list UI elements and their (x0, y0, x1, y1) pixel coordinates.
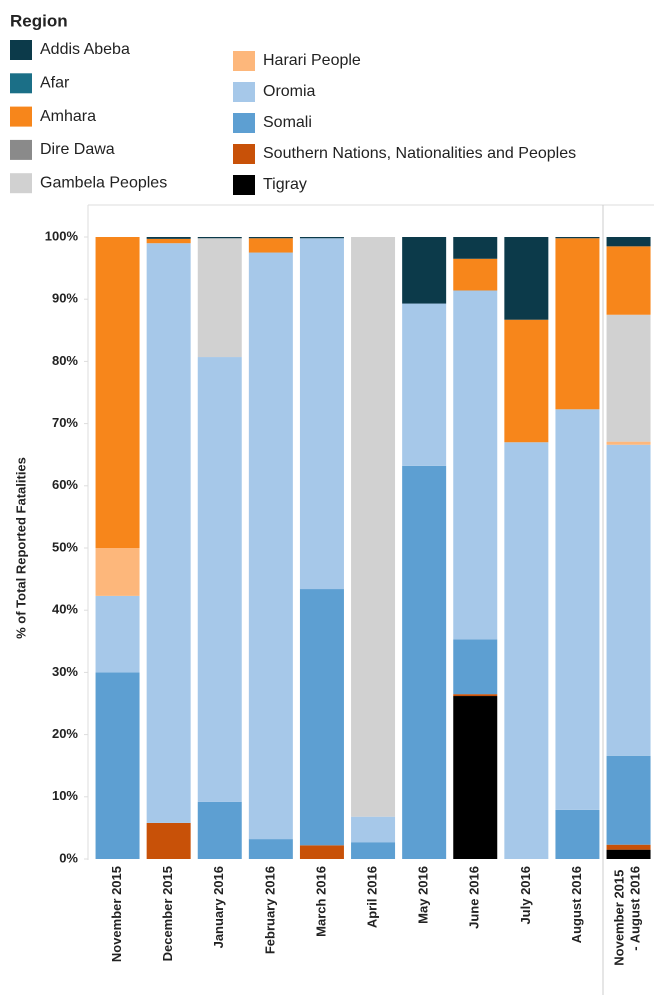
bar-segment (555, 238, 600, 410)
bar-segment (95, 237, 140, 548)
y-axis-label: % of Total Reported Fatalities (13, 457, 28, 639)
legend-label: Oromia (263, 83, 316, 100)
bar-segment (146, 243, 191, 823)
bar-segment (453, 290, 498, 640)
legend-label: Somali (263, 114, 312, 131)
bar-segment (402, 465, 447, 859)
bar-segment (606, 849, 651, 859)
bar-segment (606, 314, 651, 442)
legend-label: Southern Nations, Nationalities and Peop… (263, 145, 576, 162)
legend-label: Afar (40, 75, 70, 92)
legend-swatch (233, 113, 255, 133)
bar-segment (248, 238, 293, 253)
y-tick-label: 40% (52, 602, 78, 617)
legend-label: Tigray (263, 176, 307, 193)
bar-segment (351, 816, 396, 843)
bar-segment (248, 839, 293, 859)
x-tick-label: February 2016 (262, 866, 277, 954)
bar-segment (351, 842, 396, 859)
y-tick-label: 20% (52, 726, 78, 741)
legend-swatch (233, 144, 255, 164)
y-tick-label: 60% (52, 477, 78, 492)
bar-segment (453, 696, 498, 859)
legend-swatch (10, 106, 32, 127)
bar-segment (299, 845, 344, 859)
bar-segment (555, 809, 600, 859)
y-tick-label: 70% (52, 415, 78, 430)
x-tick-label: June 2016 (467, 866, 482, 929)
bar-segment (299, 237, 344, 239)
bar-segment (453, 639, 498, 695)
bar-segment (299, 238, 344, 590)
legend-title: Region (10, 11, 68, 30)
bar-segment (146, 822, 191, 859)
x-tick-label: December 2015 (160, 866, 175, 961)
bar-segment (95, 548, 140, 596)
legend-label: Addis Abeba (40, 41, 130, 58)
bar-segment (504, 237, 549, 320)
y-tick-label: 30% (52, 664, 78, 679)
bar-segment (95, 672, 140, 859)
bar-segment (606, 444, 651, 756)
y-tick-label: 100% (45, 228, 79, 243)
bar-segment (351, 237, 396, 817)
bar-segment (402, 303, 447, 466)
legend-label: Gambela Peoples (40, 174, 167, 191)
x-tick-label: January 2016 (211, 866, 226, 948)
bar-segment (606, 246, 651, 315)
y-tick-label: 10% (52, 788, 78, 803)
bar-segment (197, 238, 242, 358)
y-tick-label: 80% (52, 353, 78, 368)
bar-segment (504, 442, 549, 859)
bar-segment (95, 595, 140, 673)
x-tick-label: March 2016 (313, 866, 328, 937)
bar-segment (504, 319, 549, 443)
bar-segment (248, 237, 293, 239)
x-tick-label: August 2016 (569, 866, 584, 943)
legend-swatch (233, 82, 255, 102)
bar-segment (146, 237, 191, 239)
bar-segment (299, 589, 344, 846)
bar-segment (197, 801, 242, 859)
x-tick-label: May 2016 (416, 866, 431, 924)
bar-segment (197, 357, 242, 802)
bar-segment (453, 258, 498, 291)
legend-swatch (10, 73, 32, 94)
x-tick-label: April 2016 (364, 866, 379, 928)
bar-segment (453, 237, 498, 259)
x-tick-label: July 2016 (518, 866, 533, 925)
legend-label: Harari People (263, 52, 361, 69)
x-tick-label: November 2015 - August 2016 (612, 866, 643, 966)
bar-segment (555, 237, 600, 239)
bar-segment (402, 237, 447, 304)
legend-swatch (233, 175, 255, 195)
bar-segment (248, 252, 293, 840)
bar-segment (555, 409, 600, 810)
legend-label: Amhara (40, 108, 96, 125)
bar-segment (197, 237, 242, 239)
legend-swatch (10, 139, 32, 160)
y-tick-label: 0% (59, 850, 78, 865)
y-tick-label: 90% (52, 291, 78, 306)
legend-label: Dire Dawa (40, 141, 115, 158)
bar-segment (453, 694, 498, 697)
y-tick-label: 50% (52, 539, 78, 554)
bar-segment (606, 237, 651, 247)
bar-segment (606, 755, 651, 845)
legend-swatch (233, 51, 255, 71)
bar-segment (606, 844, 651, 850)
legend-swatch (10, 173, 32, 194)
bar-segment (606, 441, 651, 445)
bar-segment (146, 238, 191, 244)
x-tick-label: November 2015 (109, 866, 124, 962)
legend-swatch (10, 40, 32, 60)
